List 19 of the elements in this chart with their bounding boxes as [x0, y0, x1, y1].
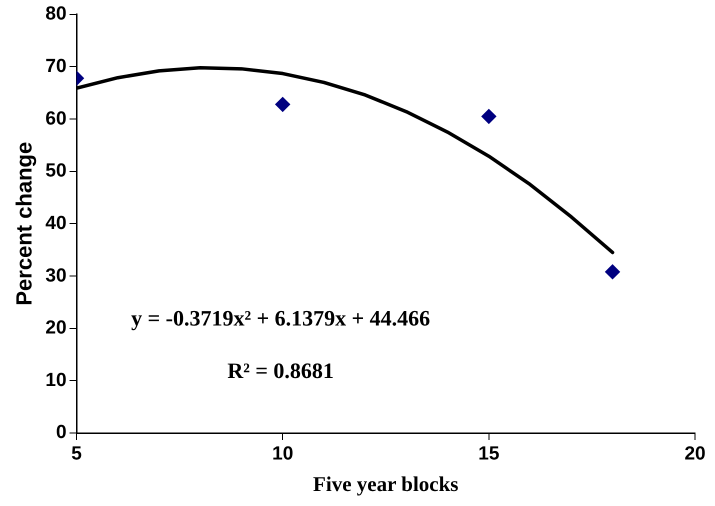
x-tick-label: 5	[71, 444, 82, 465]
y-axis-title: Percent change	[11, 142, 36, 306]
x-tick-label: 15	[478, 444, 500, 465]
point	[481, 108, 496, 124]
x-axis-title: Five year blocks	[313, 472, 458, 496]
y-tick-label: 60	[45, 108, 67, 130]
y-tick-label: 70	[45, 56, 67, 77]
y-tick-label: 80	[45, 4, 67, 25]
x-tick-label: 20	[684, 444, 706, 465]
y-tick-label: 50	[45, 160, 67, 182]
annotation: R² = 0.8681	[227, 358, 334, 383]
y-tick-label: 20	[45, 318, 67, 339]
point	[605, 264, 620, 280]
y-tick-label: 30	[45, 265, 67, 286]
y-tick-label: 0	[56, 422, 67, 444]
y-tick-label: 10	[45, 370, 67, 391]
y-tick-label: 40	[45, 212, 67, 234]
x-tick-label: 10	[272, 444, 294, 465]
annotation: y = -0.3719x² + 6.1379x + 44.466	[131, 306, 430, 331]
